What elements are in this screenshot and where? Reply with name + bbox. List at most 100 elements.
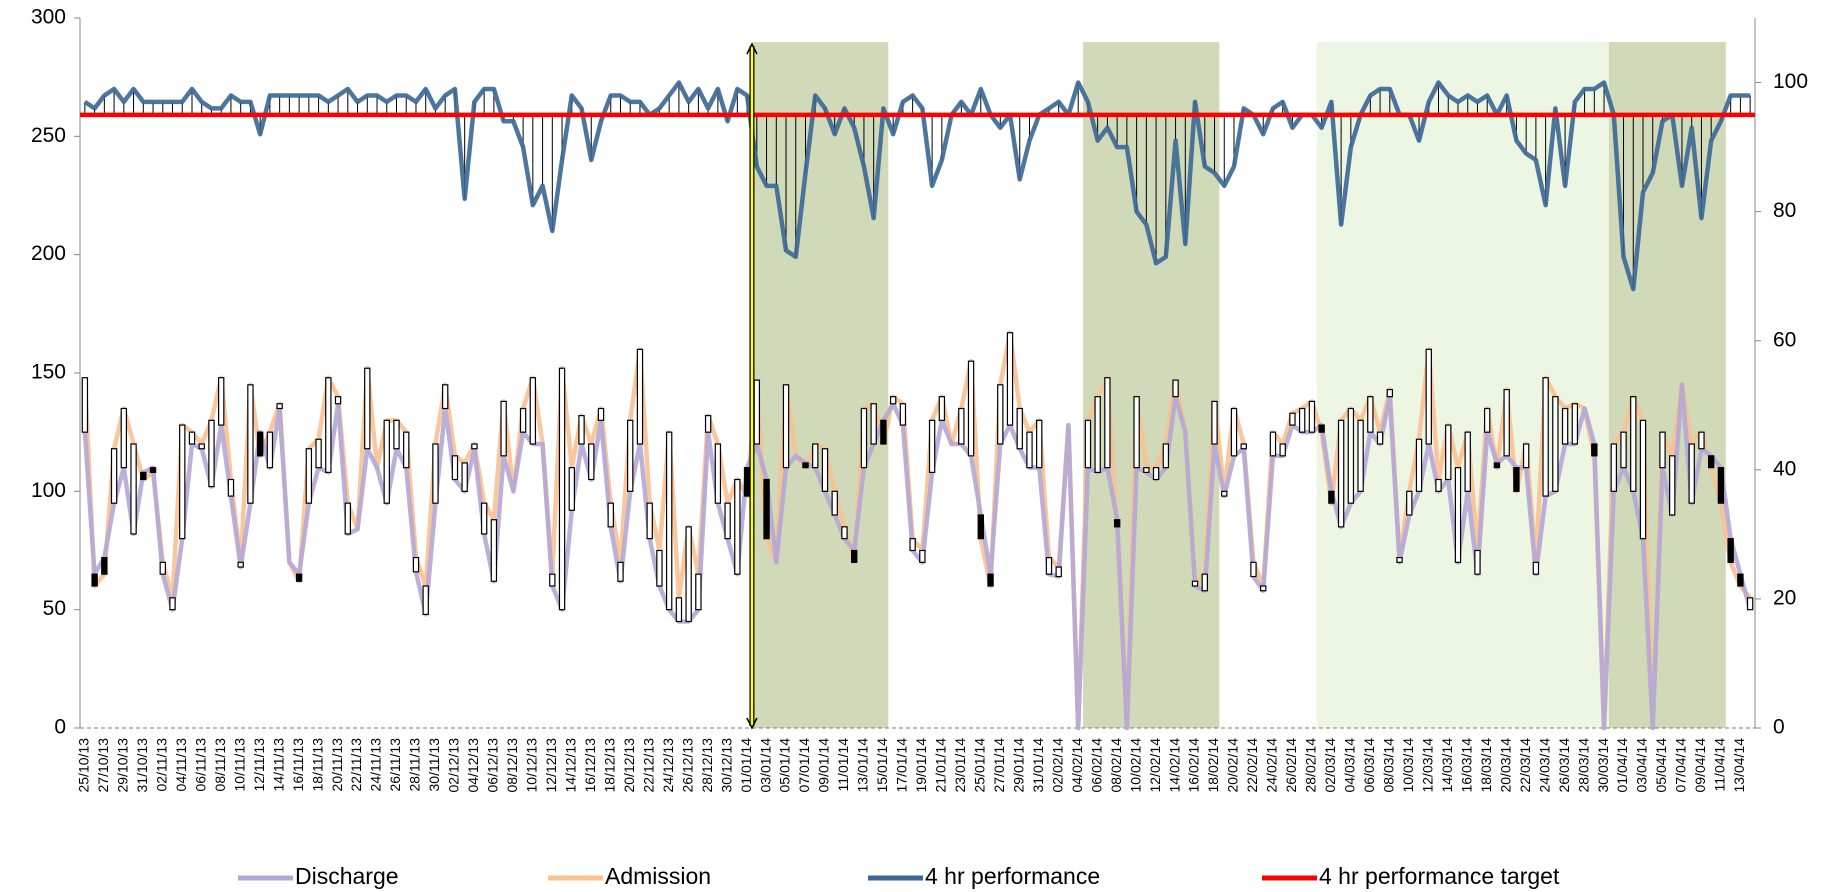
up-down-bar [928, 419, 936, 474]
x-tick-label: 20/12/13 [621, 738, 637, 793]
up-down-bar [266, 431, 274, 469]
x-tick-label: 16/03/14 [1458, 738, 1474, 793]
y2-tick-label: 60 [1773, 328, 1796, 351]
up-down-bar [1279, 443, 1286, 457]
x-tick-label: 09/04/14 [1692, 738, 1708, 793]
x-tick-label: 18/11/13 [309, 738, 325, 792]
up-down-bar [1133, 396, 1140, 469]
up-down-bar [393, 419, 400, 450]
x-tick-label: 12/11/13 [251, 738, 267, 792]
y-tick-label: 200 [31, 242, 66, 265]
up-down-bar [1737, 573, 1744, 587]
up-down-bar [1669, 455, 1676, 516]
up-down-bar [558, 367, 566, 611]
x-tick-label: 31/01/14 [1030, 738, 1046, 793]
up-down-bar [987, 573, 994, 587]
up-down-bar [1026, 431, 1033, 469]
up-down-bar [383, 419, 390, 504]
x-tick-label: 04/11/13 [173, 738, 189, 792]
x-tick-label: 28/02/14 [1303, 738, 1319, 793]
x-tick-label: 02/02/14 [1049, 738, 1065, 793]
x-tick-label: 26/03/14 [1556, 738, 1572, 793]
up-down-bar [471, 443, 478, 450]
y2-tick-label: 100 [1773, 70, 1808, 93]
x-tick-label: 14/03/14 [1439, 738, 1455, 793]
up-down-bar [519, 407, 527, 433]
x-tick-label: 11/01/14 [835, 738, 851, 792]
x-tick-label: 23/01/14 [952, 738, 968, 793]
x-tick-label: 26/02/14 [1283, 738, 1299, 793]
up-down-bar [1591, 443, 1598, 457]
up-down-bar [325, 377, 332, 474]
x-tick-label: 30/11/13 [426, 738, 442, 792]
up-down-bar [1036, 419, 1043, 469]
x-tick-label: 10/02/14 [1127, 738, 1143, 793]
legend-label: 4 hr performance [925, 863, 1100, 889]
x-tick-label: 06/03/14 [1361, 738, 1377, 793]
up-down-bar [1659, 431, 1666, 469]
up-down-bar [1532, 561, 1540, 575]
up-down-bar [1474, 549, 1481, 575]
up-down-bar [1727, 538, 1734, 563]
up-down-bar [1688, 443, 1695, 504]
up-down-bar [889, 396, 897, 405]
x-tick-label: 26/12/13 [679, 738, 695, 793]
up-down-bar [656, 549, 663, 587]
shaded-period [1608, 42, 1726, 728]
up-down-bar [198, 443, 205, 450]
up-down-bar [1289, 412, 1296, 426]
up-down-bar [247, 384, 254, 504]
x-tick-label: 27/01/14 [991, 738, 1007, 793]
up-down-bar [1639, 419, 1647, 540]
up-down-bar [714, 443, 722, 504]
up-down-bar [578, 415, 585, 445]
up-down-bar [1367, 396, 1374, 433]
x-tick-label: 12/03/14 [1419, 738, 1435, 793]
x-tick-label: 24/03/14 [1536, 738, 1552, 793]
up-down-bar [432, 443, 439, 504]
x-tick-label: 10/11/13 [231, 738, 247, 792]
up-down-bar [451, 455, 459, 481]
up-down-bar [1503, 388, 1510, 457]
up-down-bar [169, 597, 176, 611]
up-down-bar [500, 400, 507, 457]
up-down-bar [1717, 467, 1725, 504]
x-tick-label: 31/10/13 [134, 738, 150, 793]
up-down-bar [1250, 561, 1257, 578]
x-tick-label: 05/04/14 [1653, 738, 1669, 793]
up-down-bar [821, 448, 829, 492]
x-tick-label: 22/03/14 [1517, 738, 1533, 793]
up-down-bar [1493, 462, 1501, 469]
up-down-bar [101, 556, 108, 575]
up-down-bar [1337, 419, 1345, 528]
up-down-bar [120, 407, 128, 469]
x-tick-label: 04/02/14 [1069, 738, 1085, 793]
x-tick-label: 06/12/13 [485, 738, 501, 793]
up-down-bar [909, 538, 916, 552]
up-down-bar [422, 585, 429, 615]
x-tick-label: 14/11/13 [270, 738, 286, 792]
up-down-bar [1435, 478, 1442, 492]
x-tick-label: 08/11/13 [212, 738, 228, 792]
x-tick-label: 14/12/13 [562, 738, 578, 793]
up-down-bar [851, 549, 858, 563]
x-tick-label: 16/12/13 [582, 738, 598, 793]
x-tick-label: 15/01/14 [874, 738, 890, 793]
x-tick-label: 20/11/13 [329, 738, 345, 792]
up-down-bar [1415, 438, 1423, 492]
up-down-bar [1347, 407, 1355, 504]
up-down-bar [1464, 431, 1471, 492]
x-tick-label: 20/02/14 [1225, 738, 1241, 793]
x-tick-label: 18/03/14 [1478, 738, 1494, 793]
up-down-bar [695, 573, 702, 611]
up-down-bar [1513, 467, 1520, 492]
up-down-bar [227, 478, 235, 497]
up-down-bar [334, 396, 342, 405]
y-tick-label: 250 [31, 124, 66, 147]
up-down-bar [1746, 597, 1754, 611]
up-down-bar [1191, 580, 1199, 587]
up-down-bar [1230, 407, 1238, 457]
x-tick-label: 29/10/13 [115, 738, 131, 793]
up-down-bar [1552, 396, 1559, 492]
line-discharge [82, 382, 1753, 731]
